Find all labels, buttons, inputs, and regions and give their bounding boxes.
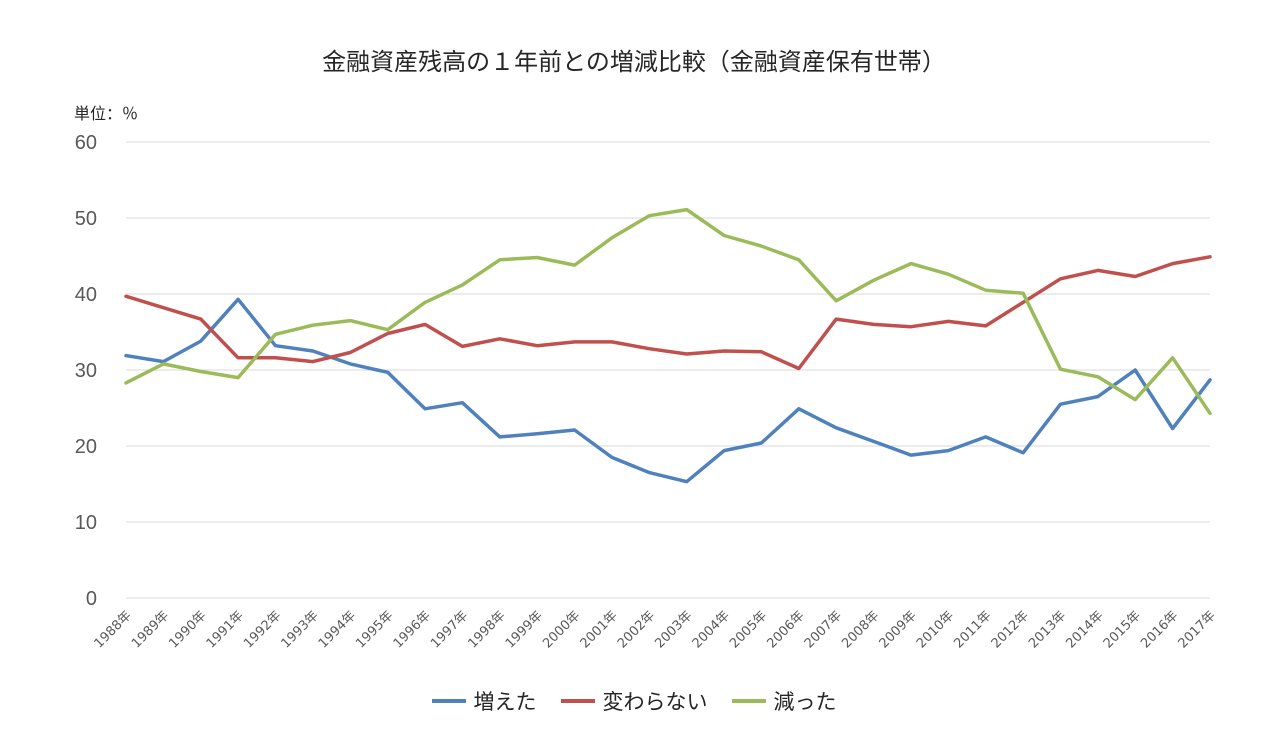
series-line-0: [124, 297, 1212, 484]
x-tick-label: 1988年: [92, 608, 135, 651]
legend-swatch: [431, 699, 466, 703]
x-tick-label: 2005年: [727, 608, 770, 651]
x-tick-label: 2013年: [1026, 608, 1069, 651]
x-tick-label: 2015年: [1101, 608, 1144, 651]
x-tick-label: 2001年: [578, 608, 621, 651]
x-tick-label: 2002年: [615, 608, 658, 651]
x-tick-label: 2016年: [1138, 608, 1181, 651]
legend-item: 変わらない: [560, 686, 708, 716]
series-line-2: [124, 207, 1212, 416]
x-tick-label: 1995年: [353, 608, 396, 651]
gridlines: [126, 141, 1210, 599]
x-tick-label: 2004年: [690, 608, 733, 651]
x-tick-label: 1996年: [391, 608, 434, 651]
y-tick-label: 40: [75, 284, 97, 306]
x-tick-label: 1989年: [129, 608, 172, 651]
x-tick-label: 2006年: [764, 608, 807, 651]
y-tick-label: 60: [75, 132, 97, 154]
x-tick-label: 2011年: [951, 608, 994, 651]
x-tick-label: 1998年: [465, 608, 508, 651]
x-tick-label: 2003年: [652, 608, 695, 651]
legend: 増えた 変わらない 減った: [0, 686, 1268, 716]
x-tick-label: 2007年: [802, 608, 845, 651]
x-tick-label: 1993年: [279, 608, 322, 651]
x-tick-label: 1990年: [166, 608, 209, 651]
y-axis-tick-labels: 0 10 20 30 40 50 60: [75, 132, 97, 610]
x-tick-label: 2014年: [1063, 608, 1106, 651]
x-tick-label: 2017年: [1176, 608, 1219, 651]
chart-title: 金融資産残高の１年前との増減比較（金融資産保有世帯）: [322, 48, 946, 76]
y-tick-label: 30: [75, 360, 97, 382]
legend-label: 増えた: [473, 690, 537, 714]
x-tick-label: 2008年: [839, 608, 882, 651]
y-tick-label: 50: [75, 208, 97, 230]
y-tick-label: 20: [75, 436, 97, 458]
legend-swatch: [731, 699, 766, 703]
legend-item: 増えた: [431, 686, 537, 716]
x-tick-label: 2012年: [989, 608, 1032, 651]
x-tick-label: 1997年: [428, 608, 471, 651]
x-tick-label: 1994年: [316, 608, 359, 651]
x-tick-label: 1991年: [204, 608, 247, 651]
x-tick-label: 1992年: [241, 608, 284, 651]
x-axis-tick-labels: 1988年1989年1990年1991年1992年1993年1994年1995年…: [92, 608, 1219, 651]
x-tick-label: 2010年: [914, 608, 957, 651]
legend-label: 変わらない: [602, 690, 708, 714]
unit-label: 単位：％: [74, 104, 139, 123]
series-lines: [124, 207, 1212, 484]
x-tick-label: 2000年: [540, 608, 583, 651]
x-tick-label: 2009年: [877, 608, 920, 651]
legend-item: 減った: [731, 686, 837, 716]
y-tick-label: 10: [75, 512, 97, 534]
x-tick-label: 1999年: [503, 608, 546, 651]
legend-swatch: [560, 699, 595, 703]
series-line-1: [124, 255, 1212, 371]
y-tick-label: 0: [86, 588, 97, 610]
legend-label: 減った: [773, 690, 837, 714]
